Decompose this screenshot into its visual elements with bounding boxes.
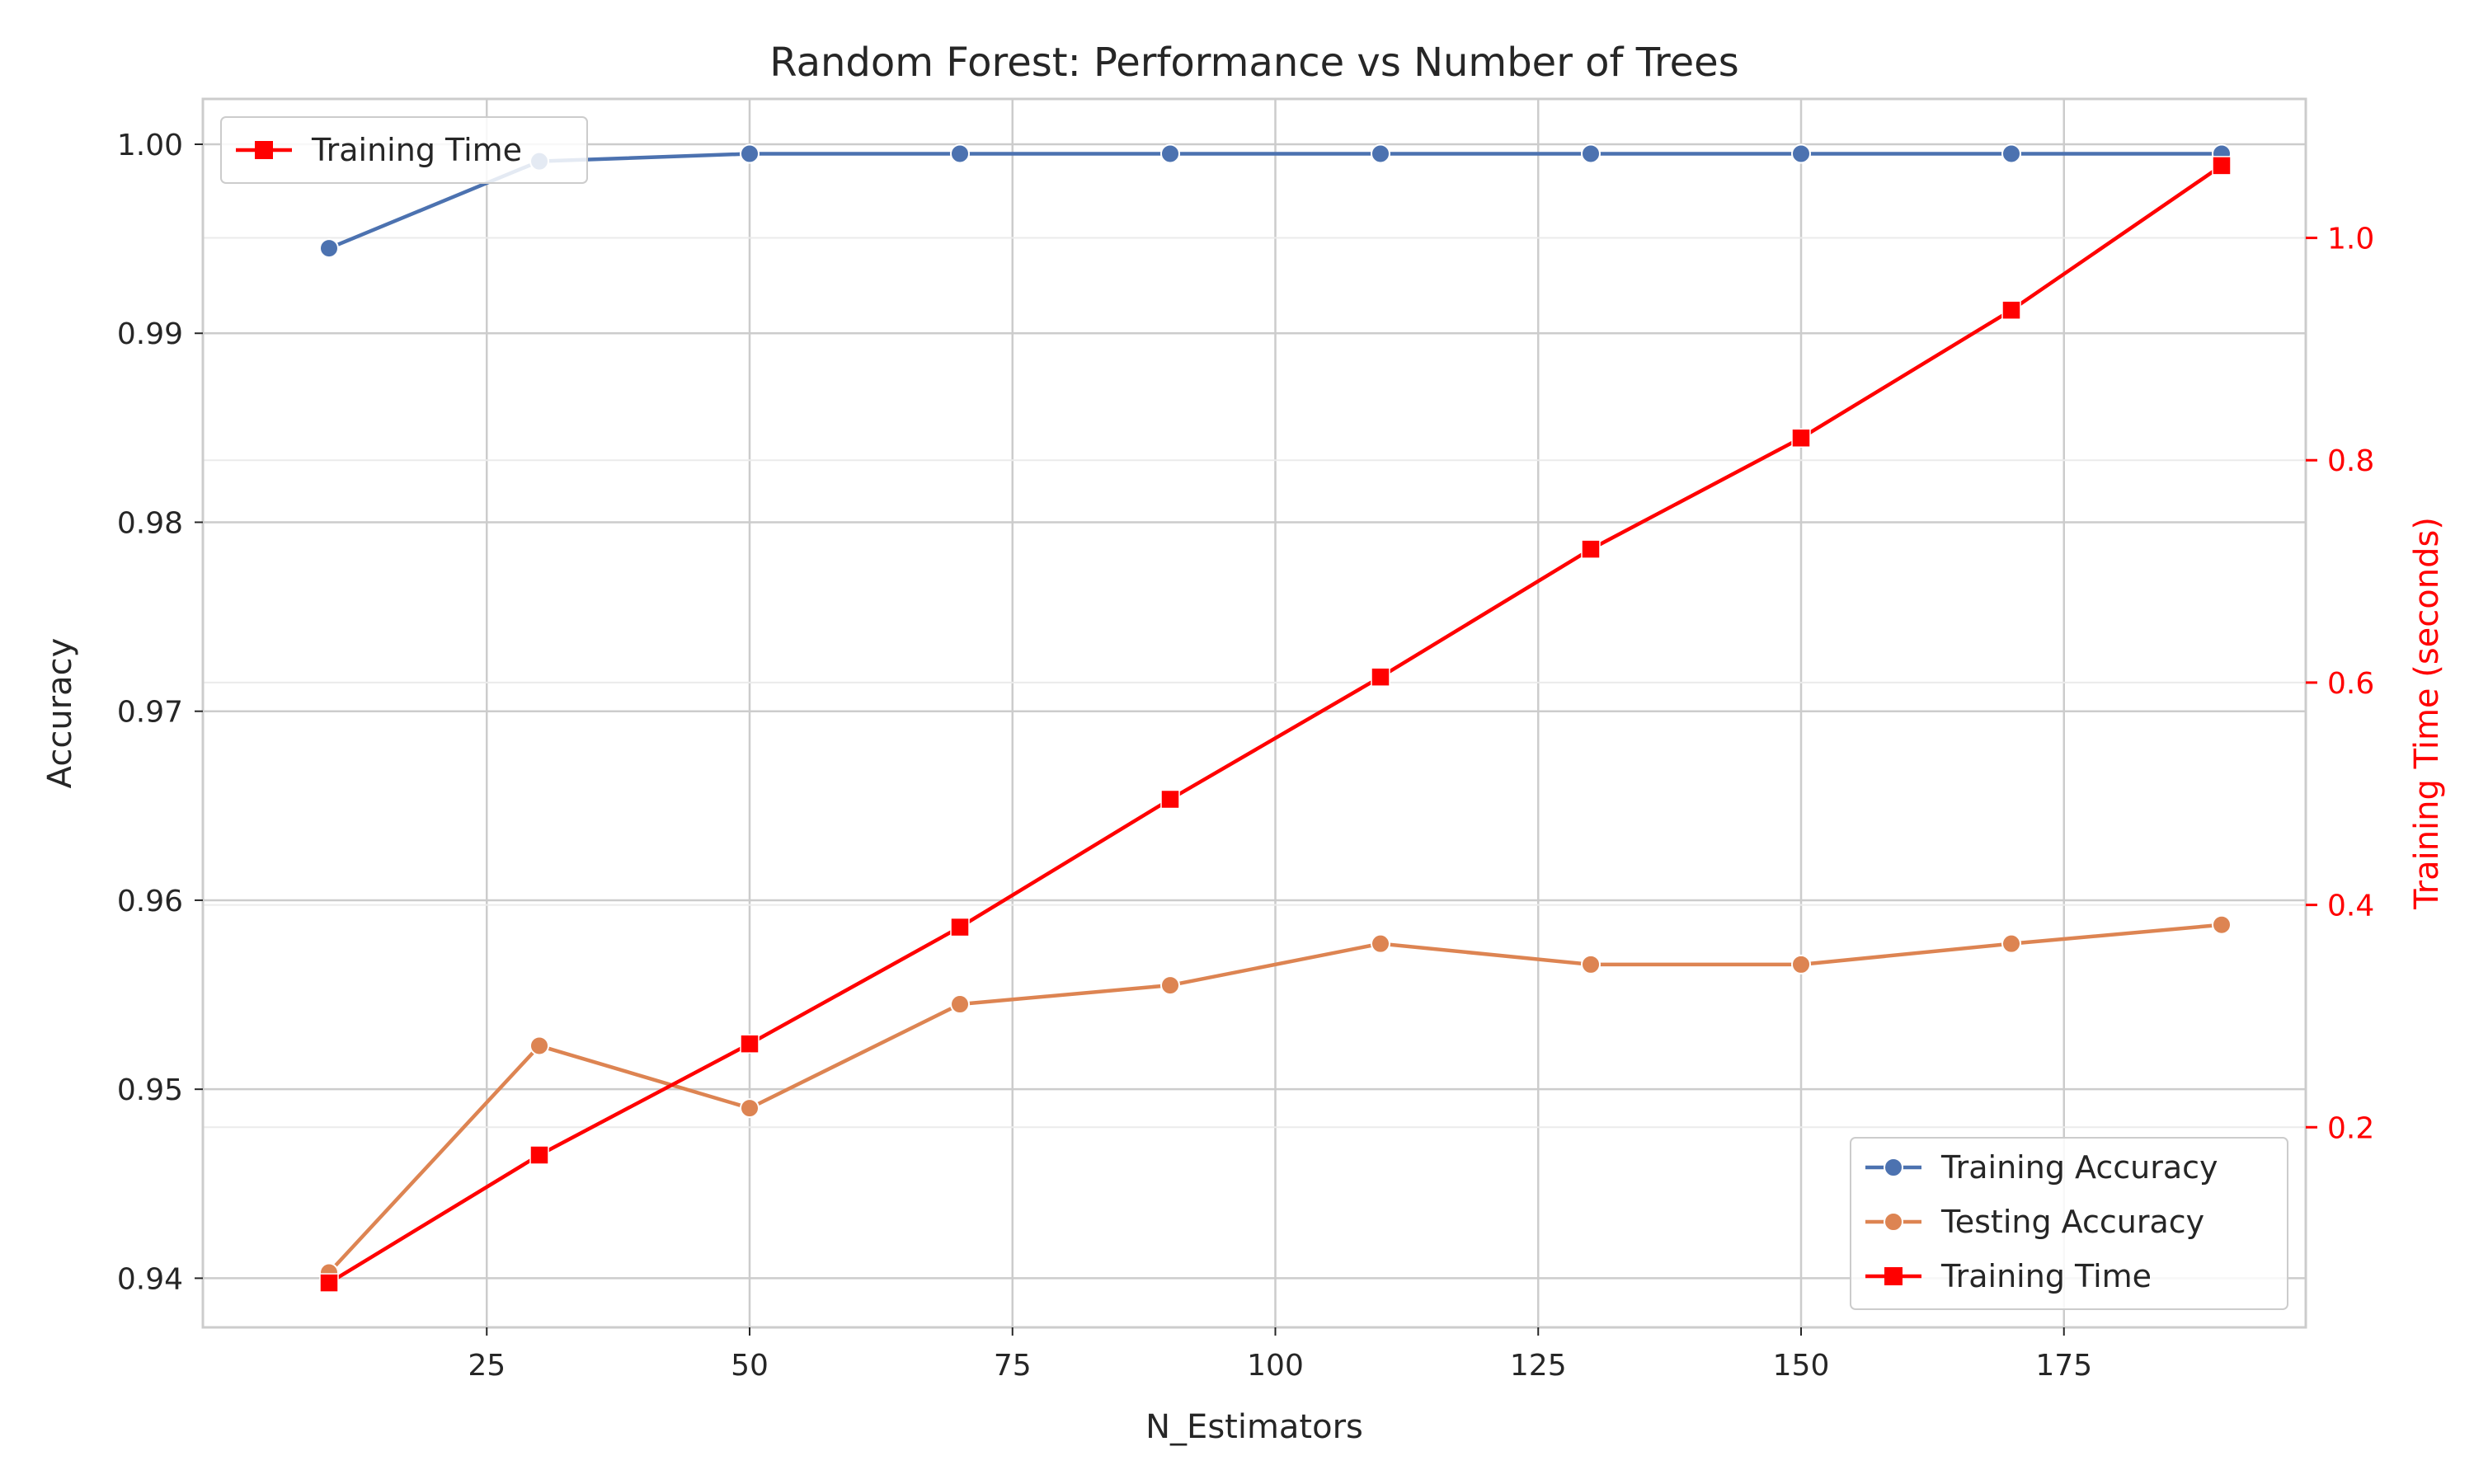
data-point bbox=[319, 238, 339, 259]
legend-label: Training Time bbox=[311, 132, 522, 168]
data-point bbox=[740, 143, 760, 164]
y-tick-label: 0.99 bbox=[117, 317, 183, 351]
x-tick-label: 50 bbox=[731, 1349, 769, 1383]
x-tick-label: 150 bbox=[1773, 1349, 1830, 1383]
data-point bbox=[1371, 667, 1390, 687]
legend-entry: Training Time bbox=[1865, 1258, 2152, 1294]
legend-label: Training Time bbox=[1940, 1258, 2152, 1294]
y-tick-label: 0.95 bbox=[117, 1073, 183, 1107]
y-axis-right-label: Training Time (seconds) bbox=[2408, 517, 2446, 910]
legend-label: Testing Accuracy bbox=[1940, 1204, 2204, 1240]
data-point bbox=[2001, 143, 2021, 164]
y-right-tick-label: 0.2 bbox=[2327, 1111, 2374, 1145]
data-point bbox=[1581, 143, 1601, 164]
data-point bbox=[529, 1036, 549, 1056]
data-point bbox=[1371, 143, 1390, 164]
y-right-tick-label: 1.0 bbox=[2327, 223, 2374, 256]
legend-marker bbox=[1884, 1212, 1903, 1232]
data-point bbox=[1371, 933, 1390, 954]
data-point bbox=[1791, 954, 1811, 974]
series-layer bbox=[319, 143, 2232, 1293]
data-point bbox=[1791, 143, 1811, 164]
y-right-tick-label: 0.8 bbox=[2327, 444, 2374, 478]
y-tick-label: 0.98 bbox=[117, 506, 183, 540]
series-line bbox=[327, 164, 2223, 1284]
legend-marker bbox=[255, 141, 273, 159]
data-point bbox=[1160, 975, 1180, 996]
x-tick-label: 175 bbox=[2035, 1349, 2092, 1383]
legend-marker bbox=[1884, 1267, 1903, 1285]
plot-frame bbox=[201, 97, 2307, 1329]
legend-label: Training Accuracy bbox=[1940, 1149, 2218, 1186]
x-tick-label: 25 bbox=[468, 1349, 506, 1383]
x-tick-label: 75 bbox=[994, 1349, 1032, 1383]
legend-entry: Training Time bbox=[236, 132, 522, 168]
x-tick-label: 100 bbox=[1247, 1349, 1304, 1383]
data-point bbox=[1791, 428, 1811, 448]
y-right-tick-label: 0.6 bbox=[2327, 667, 2374, 701]
legend-lower-right: Training Accuracy Testing Accuracy Trainin… bbox=[1850, 1137, 2288, 1310]
data-point bbox=[1581, 954, 1601, 974]
data-point bbox=[1160, 789, 1180, 810]
data-point bbox=[740, 1034, 760, 1054]
data-point bbox=[1160, 143, 1180, 164]
data-point bbox=[2001, 933, 2021, 954]
x-tick-label: 125 bbox=[1510, 1349, 1567, 1383]
legend-frame bbox=[1850, 1137, 2288, 1310]
data-point bbox=[319, 1273, 339, 1293]
y-tick-label: 1.00 bbox=[117, 129, 183, 162]
y-right-tick-label: 0.4 bbox=[2327, 890, 2374, 923]
chart-title: Random Forest: Performance vs Number of … bbox=[769, 40, 1738, 86]
legend-upper-left: Training Time bbox=[220, 116, 588, 184]
legend-entry: Training Accuracy bbox=[1865, 1149, 2218, 1186]
series-training-accuracy bbox=[319, 143, 2232, 259]
data-point bbox=[2001, 300, 2021, 320]
y-axis-label: Accuracy bbox=[41, 638, 79, 789]
data-point bbox=[529, 1145, 549, 1165]
series-line bbox=[327, 923, 2222, 1275]
legend-frame bbox=[220, 116, 588, 184]
y-tick-label: 0.97 bbox=[117, 696, 183, 730]
data-point bbox=[1581, 539, 1601, 559]
series-testing-accuracy bbox=[319, 914, 2232, 1283]
series-line bbox=[328, 152, 2222, 251]
data-point bbox=[950, 143, 970, 164]
data-point bbox=[950, 994, 970, 1015]
legend-entry: Testing Accuracy bbox=[1865, 1204, 2204, 1240]
y-tick-label: 0.94 bbox=[117, 1262, 183, 1296]
data-point bbox=[740, 1098, 760, 1119]
y-tick-label: 0.96 bbox=[117, 885, 183, 918]
axes: 25 50 75 100 125 150 175 0.94 0.95 0.96 0.97 0.98 0.… bbox=[117, 129, 2374, 1383]
x-axis-label: N_Estimators bbox=[1145, 1408, 1363, 1446]
data-point bbox=[950, 917, 970, 937]
series-training-time bbox=[319, 156, 2232, 1293]
grid bbox=[203, 99, 2306, 1327]
legend-marker bbox=[1884, 1158, 1903, 1177]
data-point bbox=[2212, 914, 2232, 935]
data-point bbox=[2212, 156, 2232, 176]
